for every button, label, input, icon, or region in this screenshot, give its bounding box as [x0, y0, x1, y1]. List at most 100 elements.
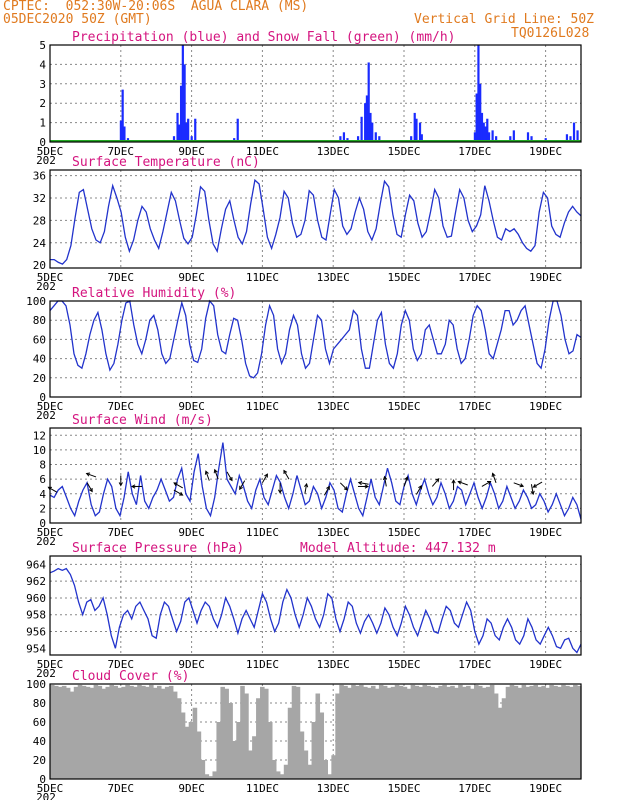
pressure-year-stub: 202	[36, 667, 56, 680]
humidity-ytick-label: 40	[33, 353, 46, 366]
cloud-bar	[549, 684, 554, 779]
wind-arrow-head	[364, 484, 370, 489]
wind-title: Surface Wind (m/s)	[72, 413, 213, 428]
cloud-bar	[121, 686, 126, 779]
humidity-xtick-label: 19DEC	[529, 400, 562, 413]
cloud-bar	[53, 685, 59, 779]
wind-arrow	[481, 481, 491, 487]
cloud-bar	[315, 693, 321, 779]
cloud-bar	[69, 691, 75, 779]
precip-bar	[572, 122, 576, 142]
humidity-xtick-label: 15DEC	[387, 400, 420, 413]
cloud-bar	[137, 684, 142, 779]
cloud-bar	[180, 712, 186, 779]
cloud-bar	[156, 685, 162, 779]
cloud-cover-xtick-label: 9DEC	[178, 782, 205, 795]
wind-arrow-head	[264, 473, 268, 478]
cloud-bar	[109, 684, 115, 779]
cloud-bar	[386, 687, 392, 779]
precip-bar	[482, 122, 485, 142]
precip-bar	[479, 83, 482, 142]
cloud-bar	[303, 750, 309, 779]
humidity-frame	[49, 300, 582, 398]
cloud-bar	[367, 687, 372, 779]
pressure-xtick-label: 17DEC	[458, 658, 491, 671]
cloud-bar	[77, 684, 83, 779]
cloud-bar	[466, 685, 471, 779]
cloud-bar	[434, 687, 439, 779]
cloud-bar	[485, 686, 491, 779]
cloud-bar	[184, 726, 190, 779]
precip-bar	[491, 130, 494, 142]
precip-bar	[495, 136, 498, 142]
precip-bar	[367, 62, 370, 142]
precip-bar	[360, 116, 363, 142]
cloud-bar	[57, 686, 63, 779]
cloud-bar	[462, 686, 467, 779]
wind-arrow	[533, 481, 543, 488]
humidity-xtick-label: 17DEC	[458, 400, 491, 413]
cloud-bar	[426, 685, 432, 779]
cloud-bar	[414, 685, 420, 779]
pressure-ytick-label: 954	[26, 642, 46, 655]
cloud-bar	[363, 686, 368, 779]
humidity-ytick-label: 80	[33, 314, 46, 327]
cloud-bar	[149, 684, 154, 779]
wind-arrow-head	[457, 480, 462, 485]
cloud-bar	[260, 686, 265, 779]
cloud-bar	[113, 685, 118, 779]
precipitation-frame	[49, 44, 582, 143]
precipitation-xtick-label: 19DEC	[529, 145, 562, 158]
cloud-bar	[557, 686, 562, 779]
cloud-bar	[541, 685, 546, 779]
wind-arrow-head	[88, 487, 93, 493]
precipitation-xtick-label: 9DEC	[178, 145, 205, 158]
wind-frame	[49, 427, 582, 524]
precipitation-xtick-label: 13DEC	[317, 145, 350, 158]
wind-arrow	[530, 484, 534, 495]
cloud-bar	[263, 688, 269, 779]
cloud-bar	[382, 685, 388, 779]
cloud-bar	[323, 760, 328, 779]
wind-arrow-head	[382, 475, 388, 481]
cloud-bar	[172, 691, 178, 779]
cloud-bar	[497, 707, 503, 779]
cloud-bar	[81, 685, 87, 779]
wind-arrow	[492, 473, 497, 483]
cloud-bar	[97, 685, 103, 779]
temperature-ytick-label: 24	[33, 237, 47, 250]
cloud-bar	[339, 684, 344, 779]
cloud-bar	[200, 760, 206, 779]
cloud-bar	[228, 703, 233, 779]
pressure-ytick-label: 958	[26, 609, 46, 622]
wind-arrow-head	[228, 476, 233, 482]
cloud-bar	[244, 693, 249, 779]
cloud-bar	[335, 693, 340, 779]
cloud-bar	[406, 688, 412, 779]
precip-bar	[477, 45, 480, 142]
cloud-bar	[573, 684, 578, 779]
humidity-xtick-label: 11DEC	[246, 400, 279, 413]
cloud-bar	[577, 685, 582, 779]
cloud-bar	[256, 698, 261, 779]
cloud-bar	[394, 684, 400, 779]
cloud-bar	[446, 686, 451, 779]
cloud-bar	[220, 686, 225, 779]
wind-arrow-head	[179, 491, 184, 496]
precip-bar	[565, 134, 569, 142]
precipitation-ytick-label: 4	[39, 58, 46, 71]
cloud-bar	[216, 722, 221, 779]
precipitation-year-stub: 202	[36, 154, 56, 167]
wind-xtick-label: 5DEC	[37, 526, 64, 539]
wind-xtick-label: 17DEC	[458, 526, 491, 539]
cloud-bar	[517, 687, 523, 779]
cloud-bar	[252, 736, 257, 779]
wind-arrow	[323, 486, 330, 496]
pressure-series-line	[49, 567, 582, 654]
wind-arrow	[214, 469, 219, 480]
wind-arrow-head	[435, 478, 440, 483]
cloud-bar	[343, 685, 348, 779]
wind-arrow-head	[173, 482, 178, 487]
precip-bar	[569, 136, 572, 142]
humidity-xtick-label: 9DEC	[178, 400, 205, 413]
